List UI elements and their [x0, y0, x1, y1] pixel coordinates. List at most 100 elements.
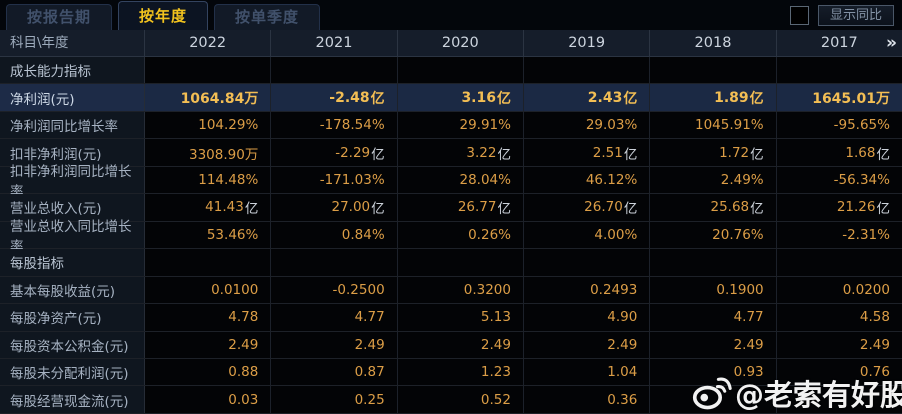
table-row[interactable]: 扣非净利润同比增长率 114.48% -171.03% 28.04% 46.12% 2.4…	[0, 164, 902, 200]
cell-value: 26.70 亿	[523, 194, 651, 221]
unit-suffix: 亿	[750, 201, 764, 218]
cell-value: 0.84%	[271, 221, 398, 249]
year-header-2022: 2022	[145, 30, 272, 56]
cell-value: 26.77 亿	[397, 194, 524, 221]
cell-value: 2.49	[397, 331, 524, 358]
unit-suffix: 亿	[750, 146, 764, 163]
year-header-2017: 2017	[820, 35, 858, 51]
cell-value: 0.87	[271, 358, 398, 386]
cell-value: 1.72 亿	[650, 139, 777, 166]
cell-value: 4.00%	[523, 221, 651, 249]
table-row[interactable]: 营业总收入(元) 41.43 亿 27.00 亿 26.77 亿 26.70 亿 25.68 亿 21…	[0, 194, 902, 222]
cell-value	[271, 249, 398, 276]
cell-value	[145, 249, 272, 276]
table-row[interactable]: 成长能力指标	[0, 57, 902, 85]
cell-value: 0.0200	[776, 276, 902, 304]
table-row[interactable]: 基本每股收益(元) 0.0100 -0.2500 0.3200 0.2493 0.1900…	[0, 276, 902, 305]
cell-value: -2.29 亿	[271, 139, 398, 166]
cell-value: 25.68 亿	[650, 194, 777, 221]
row-label: 每股未分配利润(元)	[0, 358, 145, 386]
cell-value: 2.49	[271, 331, 398, 358]
cell-value: 0.26%	[397, 221, 524, 249]
cell-value: 4.78	[145, 304, 272, 331]
more-years-icon[interactable]: »	[886, 33, 897, 53]
cell-value	[776, 249, 902, 276]
cell-value: 1.68 亿	[776, 139, 902, 166]
cell-value: 2.49%	[650, 166, 777, 194]
cell-value: 4.90	[523, 304, 651, 331]
cell-value: 0.52	[397, 386, 524, 413]
table-row[interactable]: 净利润同比增长率 104.29% -178.54% 29.91% 29.03% 1045.…	[0, 111, 902, 140]
table-row[interactable]: 每股资本公积金(元) 2.49 2.49 2.49 2.49 2.49 2.49	[0, 331, 902, 359]
cell-value	[397, 57, 524, 84]
unit-suffix: 亿	[623, 146, 638, 163]
cell-value: 2.49	[145, 331, 272, 358]
cell-value: 1045.91%	[650, 111, 777, 139]
table-row[interactable]: 每股指标	[0, 249, 902, 277]
cell-value: 1064.84万	[145, 84, 272, 111]
cell-value	[271, 57, 398, 84]
cell-value: -0.2500	[271, 276, 398, 304]
show-yoy-checkbox[interactable]	[789, 6, 809, 25]
table-row[interactable]: 营业总收入同比增长率 53.46% 0.84% 0.26% 4.00% 20.76% -2.…	[0, 219, 902, 255]
unit-suffix: 亿	[371, 146, 385, 163]
unit-suffix: 亿	[623, 90, 638, 107]
cell-value: 2.49	[776, 331, 902, 358]
cell-value: 20.76%	[650, 221, 777, 249]
row-label: 每股指标	[0, 249, 145, 276]
cell-value: 21.26 亿	[776, 194, 902, 221]
year-header-2020: 2020	[398, 30, 524, 56]
cell-value: 2.43 亿	[523, 84, 651, 111]
unit-suffix: 亿	[497, 146, 511, 163]
cell-value	[523, 249, 651, 276]
cell-value: 0.93	[650, 358, 777, 386]
cell-value: -171.03%	[271, 166, 398, 194]
cell-value: 27.00 亿	[271, 194, 398, 221]
unit-suffix: 亿	[371, 201, 385, 218]
corner-label: 科目\年度	[0, 30, 145, 56]
cell-value: -178.54%	[271, 111, 398, 139]
tab-2[interactable]: 按单季度	[214, 4, 321, 30]
cell-value	[650, 249, 777, 276]
table-row[interactable]: 净利润(元) 1064.84万 -2.48 亿 3.16 亿 2.43 亿 1.89 亿 1645.…	[0, 84, 902, 112]
unit-suffix: 亿	[496, 90, 511, 107]
cell-value: 2.49	[650, 331, 777, 358]
show-yoy-label[interactable]: 显示同比	[817, 5, 894, 26]
cell-value: 0.25	[271, 386, 398, 413]
cell-value: 1.89 亿	[650, 84, 777, 111]
tab-1[interactable]: 按年度	[118, 1, 209, 30]
cell-value: -56.34%	[776, 166, 902, 194]
table-row[interactable]: 每股未分配利润(元) 0.88 0.87 1.23 1.04 0.93 0.76	[0, 358, 902, 387]
cell-value: 28.04%	[397, 166, 524, 194]
unit-suffix: 亿	[497, 201, 511, 218]
tab-0[interactable]: 按报告期	[6, 4, 113, 30]
weibo-icon	[692, 377, 732, 410]
cell-value: 29.91%	[397, 111, 524, 139]
cell-value	[776, 386, 902, 413]
row-label: 扣非净利润同比增长率	[0, 164, 145, 200]
cell-value: 2.49	[523, 331, 651, 358]
cell-value: 0.2493	[523, 276, 651, 304]
row-label: 每股资本公积金(元)	[0, 331, 145, 358]
cell-value: 0.0100	[145, 276, 272, 304]
cell-value: 0.36	[523, 386, 651, 413]
row-label: 净利润(元)	[0, 84, 145, 111]
row-label: 营业总收入同比增长率	[0, 219, 145, 255]
unit-suffix: 亿	[623, 201, 638, 218]
cell-value: 0.1900	[650, 276, 777, 304]
cell-value: 46.12%	[523, 166, 651, 194]
cell-value: -2.48 亿	[271, 84, 398, 111]
cell-value: -95.65%	[776, 111, 902, 139]
cell-value	[397, 249, 524, 276]
cell-value: 104.29%	[145, 111, 272, 139]
row-label: 基本每股收益(元)	[0, 276, 145, 304]
unit-suffix: 亿	[244, 201, 259, 218]
period-tabbar: 按报告期 按年度 按单季度 显示同比	[0, 0, 902, 30]
table-row[interactable]: 扣非净利润(元) 3308.90万 -2.29 亿 3.22 亿 2.51 亿 1.72 亿 1.6…	[0, 139, 902, 167]
cell-value	[145, 57, 272, 84]
table-row[interactable]: 每股净资产(元) 4.78 4.77 5.13 4.90 4.77 4.58	[0, 304, 902, 332]
table-row[interactable]: 每股经营现金流(元) 0.03 0.25 0.52 0.36	[0, 386, 902, 414]
cell-value	[776, 57, 902, 84]
cell-value	[523, 57, 651, 84]
